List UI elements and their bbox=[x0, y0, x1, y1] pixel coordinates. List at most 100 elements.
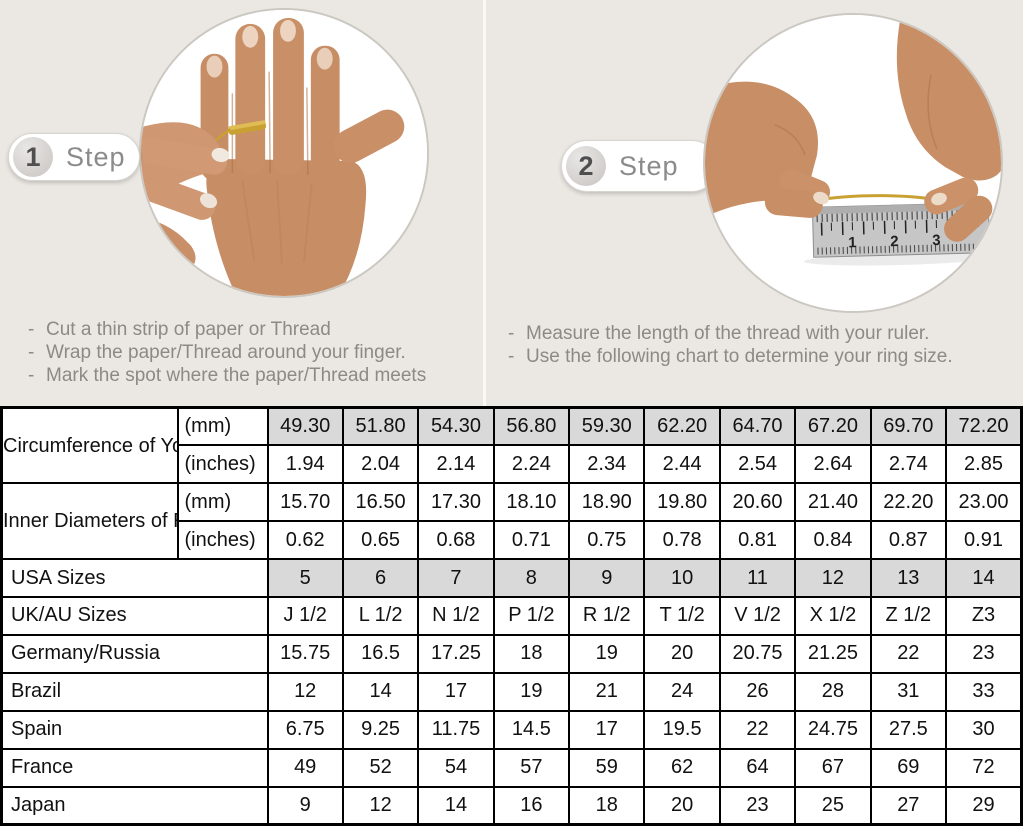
bullet-dash: - bbox=[28, 365, 35, 386]
instruction-line: - Use the following chart to determine yo… bbox=[504, 345, 1019, 368]
instruction-text: Mark the spot where the paper/Thread mee… bbox=[46, 365, 427, 386]
value-cell: 21.25 bbox=[794, 633, 872, 674]
value-cell: 18 bbox=[492, 633, 571, 674]
table-row: (inches) 0.62 0.65 0.68 0.71 0.75 0.78 0.81 0.84… bbox=[2, 520, 1023, 561]
value-cell: 0.75 bbox=[568, 520, 646, 561]
bullet-dash: - bbox=[508, 323, 515, 344]
value-cell: 13 bbox=[869, 558, 948, 599]
row-label: Japan bbox=[0, 785, 269, 826]
value-cell: 16.50 bbox=[341, 482, 420, 523]
value-cell: X 1/2 bbox=[794, 596, 872, 636]
value-cell: 0.71 bbox=[492, 520, 571, 561]
row-label: UK/AU Sizes bbox=[0, 596, 269, 636]
value-cell: 0.65 bbox=[341, 520, 420, 561]
row-group-label: Inner Diameters of Rings bbox=[0, 482, 179, 561]
instruction-line: - Measure the length of the thread with y… bbox=[504, 322, 1019, 345]
value-cell: 0.62 bbox=[266, 520, 344, 561]
value-cell: P 1/2 bbox=[492, 596, 571, 636]
value-cell: 19 bbox=[568, 633, 646, 674]
unit-cell: (mm) bbox=[176, 406, 269, 447]
value-cell: 0.87 bbox=[869, 520, 948, 561]
ruler-number-1: 1 bbox=[848, 234, 857, 251]
value-cell: 18 bbox=[568, 785, 646, 826]
value-cell: 2.44 bbox=[643, 444, 721, 485]
row-label: Spain bbox=[0, 709, 269, 750]
hands-measuring-ruler-icon: 1 2 3 bbox=[705, 15, 1001, 311]
value-cell: 64.70 bbox=[718, 406, 797, 447]
bullet-dash: - bbox=[28, 342, 35, 363]
value-cell: 20.75 bbox=[718, 633, 797, 674]
table-row: Inner Diameters of Rings(mm)15.7016.5017… bbox=[0, 482, 1023, 561]
value-cell: 22.20 bbox=[869, 482, 948, 523]
table-row: Spain 6.75 9.25 11.75 14.5 17 19.5 22 24.75 27.5 3… bbox=[0, 709, 1023, 750]
value-cell: 2.64 bbox=[794, 444, 872, 485]
value-cell: 9 bbox=[568, 558, 646, 599]
value-cell: 69.70 bbox=[869, 406, 948, 447]
value-cell: 12 bbox=[794, 558, 872, 599]
value-cell: 14.5 bbox=[492, 709, 571, 750]
value-cell: 24.75 bbox=[794, 709, 872, 750]
value-cell: 20 bbox=[643, 785, 721, 826]
value-cell: N 1/2 bbox=[417, 596, 495, 636]
value-cell: 72.20 bbox=[945, 406, 1023, 447]
row-label: Germany/Russia bbox=[0, 633, 269, 674]
value-cell: 18.10 bbox=[492, 482, 571, 523]
value-cell: 56.80 bbox=[492, 406, 571, 447]
value-cell: 17.30 bbox=[417, 482, 495, 523]
value-cell: 27 bbox=[869, 785, 948, 826]
value-cell: 24 bbox=[643, 671, 721, 712]
value-cell: 17 bbox=[568, 709, 646, 750]
row-label: Brazil bbox=[0, 671, 269, 712]
value-cell: 23.00 bbox=[945, 482, 1023, 523]
value-cell: 12 bbox=[266, 671, 344, 712]
value-cell: 26 bbox=[718, 671, 797, 712]
value-cell: 11 bbox=[718, 558, 797, 599]
value-cell: 10 bbox=[643, 558, 721, 599]
value-cell: 23 bbox=[718, 785, 797, 826]
instruction-text: Cut a thin strip of paper or Thread bbox=[46, 319, 331, 340]
instruction-text: Wrap the paper/Thread around your finger… bbox=[46, 342, 406, 363]
value-cell: 15.75 bbox=[266, 633, 344, 674]
value-cell: 23 bbox=[945, 633, 1023, 674]
table-row: USA Sizes 5 6 7 8 9 10 11 12 13 14 bbox=[0, 558, 1023, 599]
value-cell: 33 bbox=[945, 671, 1023, 712]
table-row: France 49 52 54 57 59 62 64 67 69 72 bbox=[0, 747, 1023, 788]
step1-label: Step bbox=[66, 141, 126, 172]
value-cell: 31 bbox=[869, 671, 948, 712]
instruction-line: - Mark the spot where the paper/Thread me… bbox=[24, 364, 496, 387]
value-cell: 6 bbox=[341, 558, 420, 599]
table-row: Germany/Russia 15.75 16.5 17.25 18 19 20 20.75 2… bbox=[0, 633, 1023, 674]
value-cell: 27.5 bbox=[869, 709, 948, 750]
value-cell: 7 bbox=[417, 558, 495, 599]
value-cell: 67 bbox=[794, 747, 872, 788]
value-cell: 62.20 bbox=[643, 406, 721, 447]
table-row: UK/AU Sizes J 1/2 L 1/2 N 1/2 P 1/2 R 1/2 T 1/… bbox=[0, 596, 1023, 636]
row-label: USA Sizes bbox=[0, 558, 269, 599]
value-cell: 11.75 bbox=[417, 709, 495, 750]
bullet-dash: - bbox=[28, 319, 35, 340]
unit-cell: (inches) bbox=[176, 520, 269, 561]
value-cell: 2.85 bbox=[945, 444, 1023, 485]
value-cell: 2.04 bbox=[341, 444, 420, 485]
table-row: Brazil 12 14 17 19 21 24 26 28 31 33 bbox=[0, 671, 1023, 712]
value-cell: V 1/2 bbox=[718, 596, 797, 636]
value-cell: 20.60 bbox=[718, 482, 797, 523]
value-cell: 1.94 bbox=[266, 444, 344, 485]
hand-with-ring-icon bbox=[141, 10, 427, 296]
value-cell: 30 bbox=[945, 709, 1023, 750]
value-cell: 51.80 bbox=[341, 406, 420, 447]
value-cell: 0.68 bbox=[417, 520, 495, 561]
value-cell: 72 bbox=[945, 747, 1023, 788]
value-cell: 64 bbox=[718, 747, 797, 788]
value-cell: 20 bbox=[643, 633, 721, 674]
table-row: (inches) 1.94 2.04 2.14 2.24 2.34 2.44 2.54 2.64… bbox=[2, 444, 1023, 485]
value-cell: 12 bbox=[341, 785, 420, 826]
value-cell: 17 bbox=[417, 671, 495, 712]
value-cell: 17.25 bbox=[417, 633, 495, 674]
value-cell: 0.81 bbox=[718, 520, 797, 561]
value-cell: 59 bbox=[568, 747, 646, 788]
row-label: France bbox=[0, 747, 269, 788]
value-cell: 62 bbox=[643, 747, 721, 788]
value-cell: 5 bbox=[266, 558, 344, 599]
